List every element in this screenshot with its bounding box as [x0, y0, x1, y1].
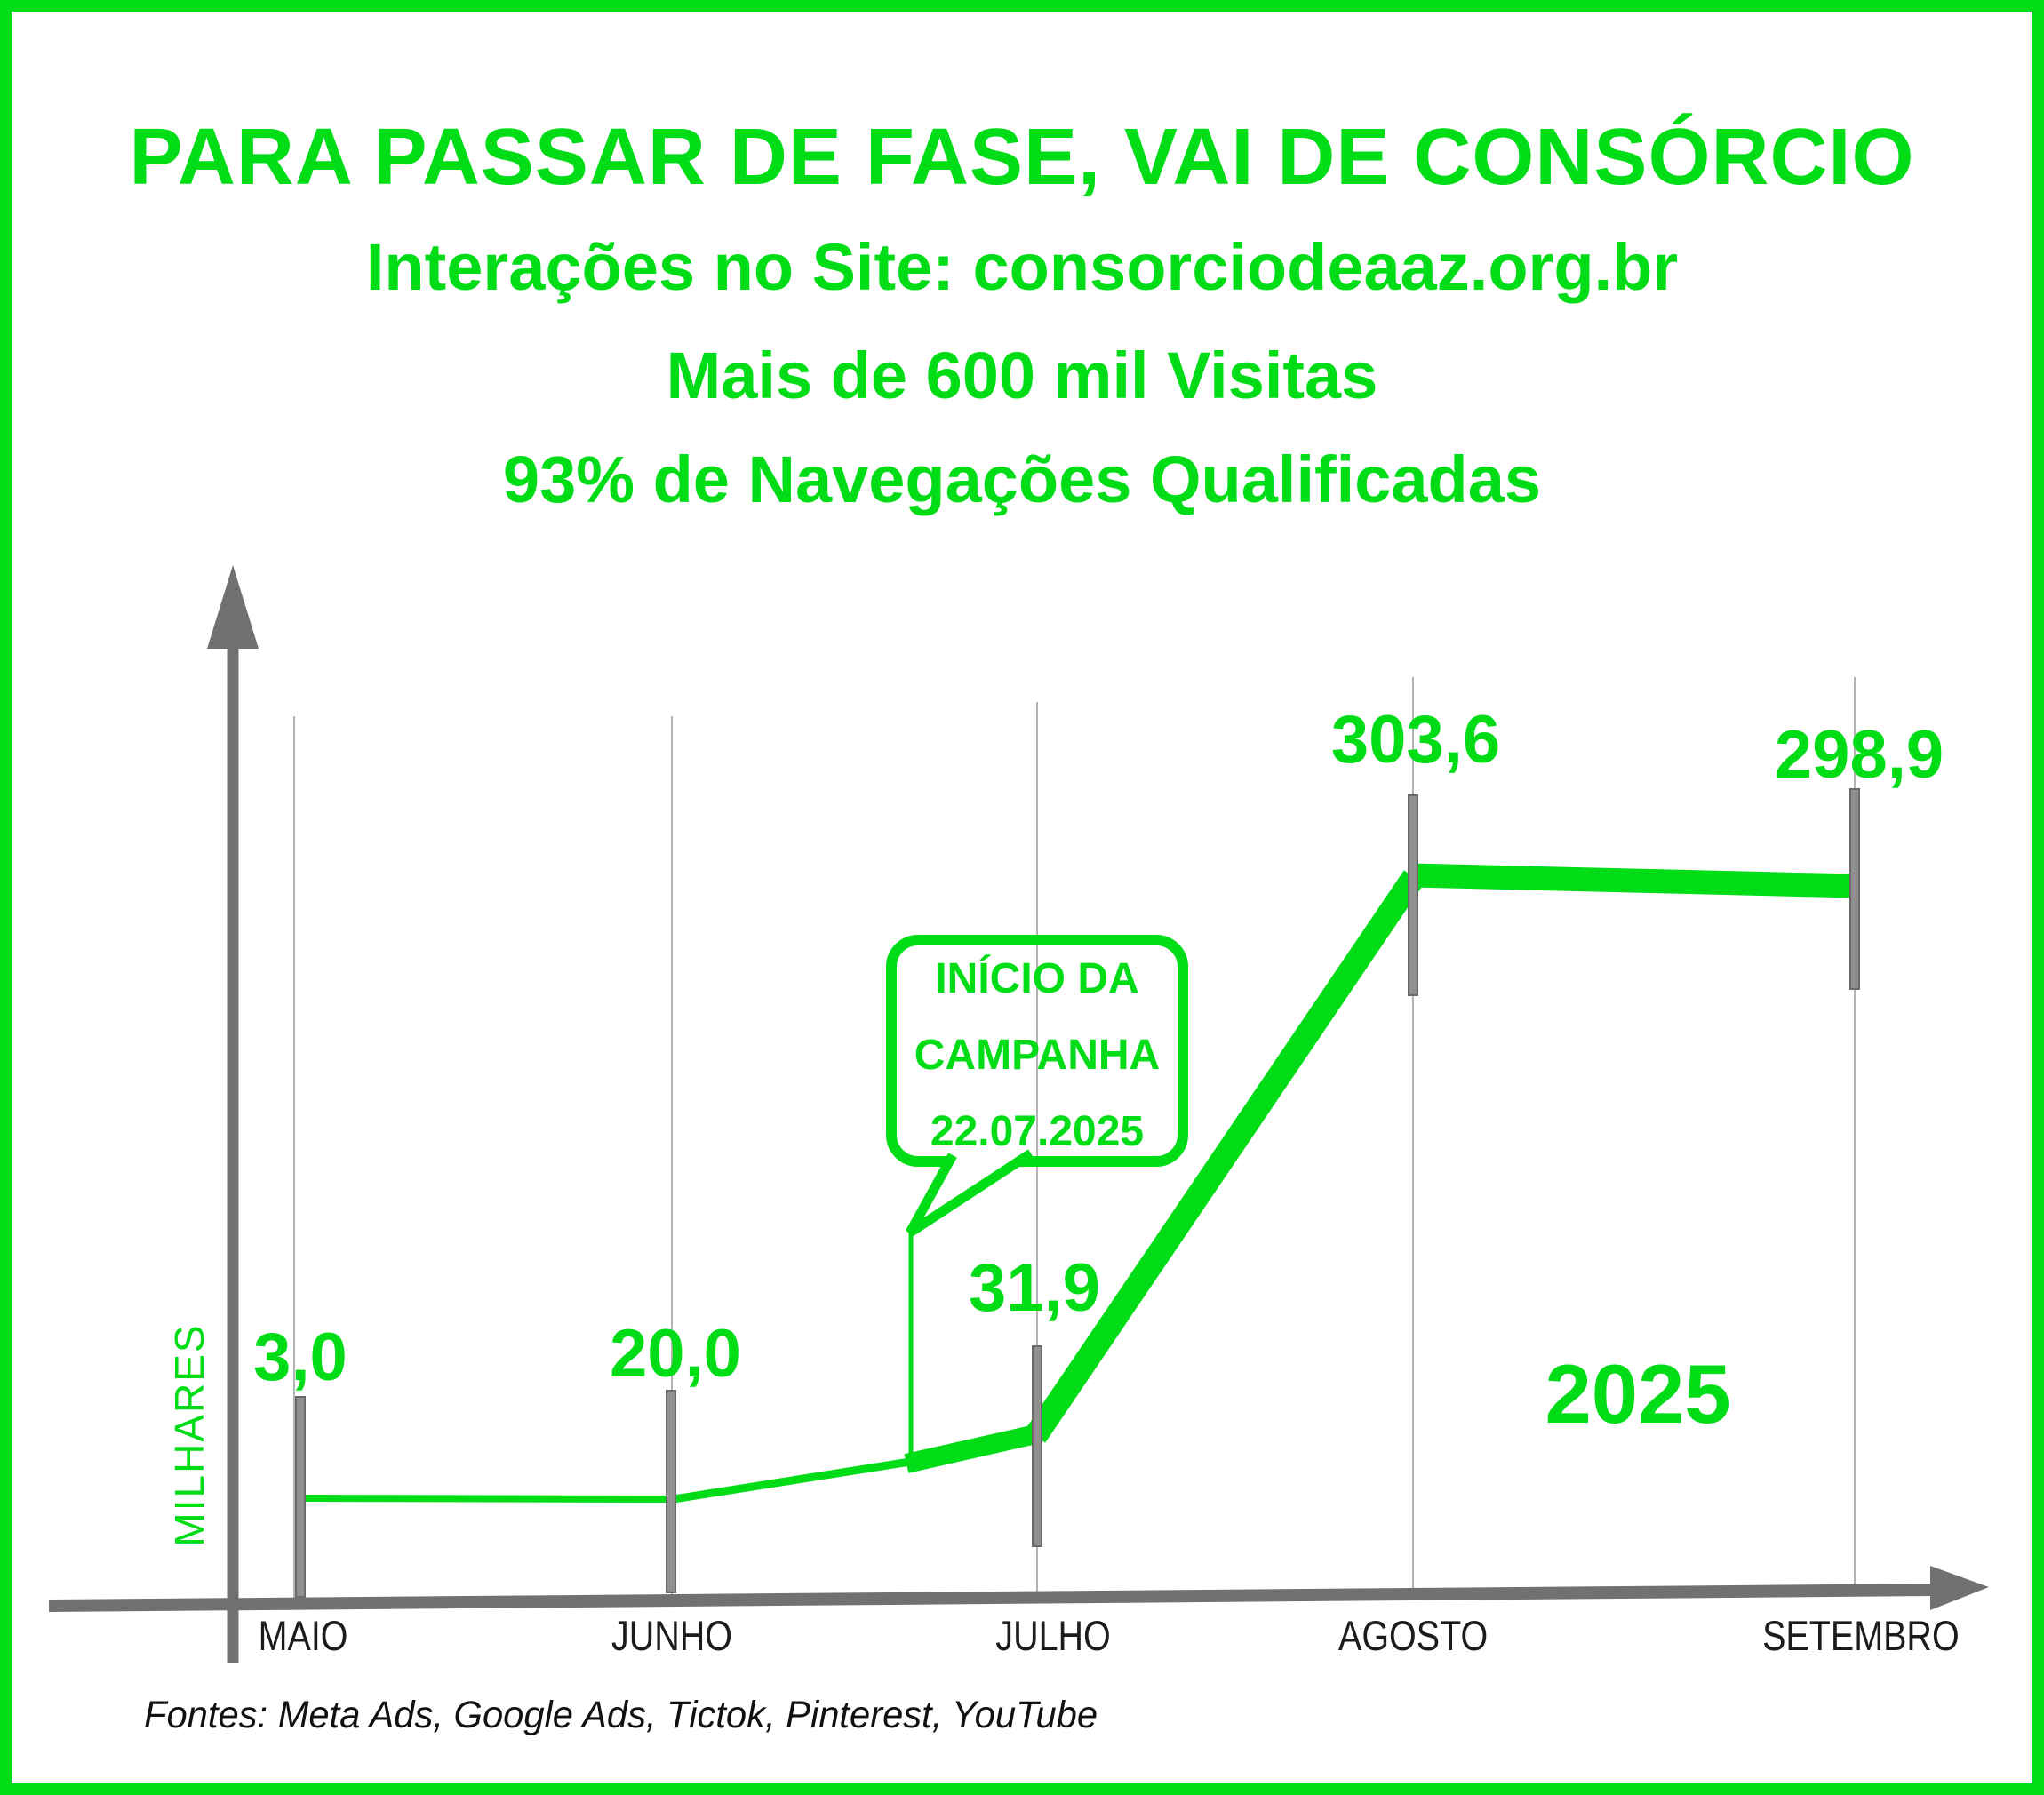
tick-bar-setembro — [1849, 788, 1860, 990]
campaign-annotation: INÍCIO DA CAMPANHA 22.07.2025 — [895, 958, 1179, 1153]
tick-bar-junho — [666, 1390, 676, 1593]
x-axis — [48, 1584, 1938, 1612]
value-label-julho: 31,9 — [969, 1250, 1100, 1326]
subtitle-site: Interações no Site: consorciodeaaz.org.b… — [365, 230, 1679, 304]
subtitle-quality: 93% de Navegações Qualificadas — [502, 443, 1542, 516]
value-label-agosto: 303,6 — [1330, 702, 1501, 778]
callout-tail — [906, 1149, 1034, 1237]
tick-bar-julho — [1032, 1345, 1042, 1547]
tick-bar-agosto — [1408, 794, 1418, 996]
series-segment-agosto-setembro — [1410, 863, 1856, 898]
y-axis-unit-label: MILHARES — [166, 1323, 212, 1547]
annotation-line-2: CAMPANHA — [914, 1032, 1161, 1079]
series-segment-campanha-julho — [904, 1424, 1042, 1473]
sources-note: Fontes: Meta Ads, Google Ads, Tictok, Pi… — [144, 1694, 1098, 1736]
subtitle-visits: Mais de 600 mil Visitas — [666, 339, 1378, 412]
page-title: PARA PASSAR DE FASE, VAI DE CONSÓRCIO — [129, 113, 1915, 202]
series-segment-julho-agosto — [1025, 870, 1425, 1443]
series-segment-maio-junho — [299, 1495, 675, 1503]
x-axis-arrowhead — [1930, 1566, 1989, 1610]
tick-bar-maio — [295, 1396, 306, 1598]
x-label-junho: JUNHO — [611, 1612, 732, 1659]
value-label-setembro: 298,9 — [1774, 717, 1944, 793]
x-label-julho: JULHO — [995, 1612, 1111, 1659]
y-axis-arrowhead — [207, 565, 259, 649]
x-label-setembro: SETEMBRO — [1762, 1612, 1960, 1659]
callout-box — [886, 935, 1188, 1167]
annotation-line-1: INÍCIO DA — [935, 955, 1139, 1002]
series-segment-junho-campanha — [673, 1457, 911, 1504]
x-label-maio: MAIO — [258, 1612, 348, 1659]
annotation-line-3: 22.07.2025 — [930, 1108, 1145, 1155]
value-label-junho: 20,0 — [610, 1316, 741, 1392]
value-label-maio: 3,0 — [253, 1320, 347, 1395]
x-label-agosto: AGOSTO — [1337, 1612, 1489, 1659]
year-label: 2025 — [1545, 1347, 1731, 1440]
